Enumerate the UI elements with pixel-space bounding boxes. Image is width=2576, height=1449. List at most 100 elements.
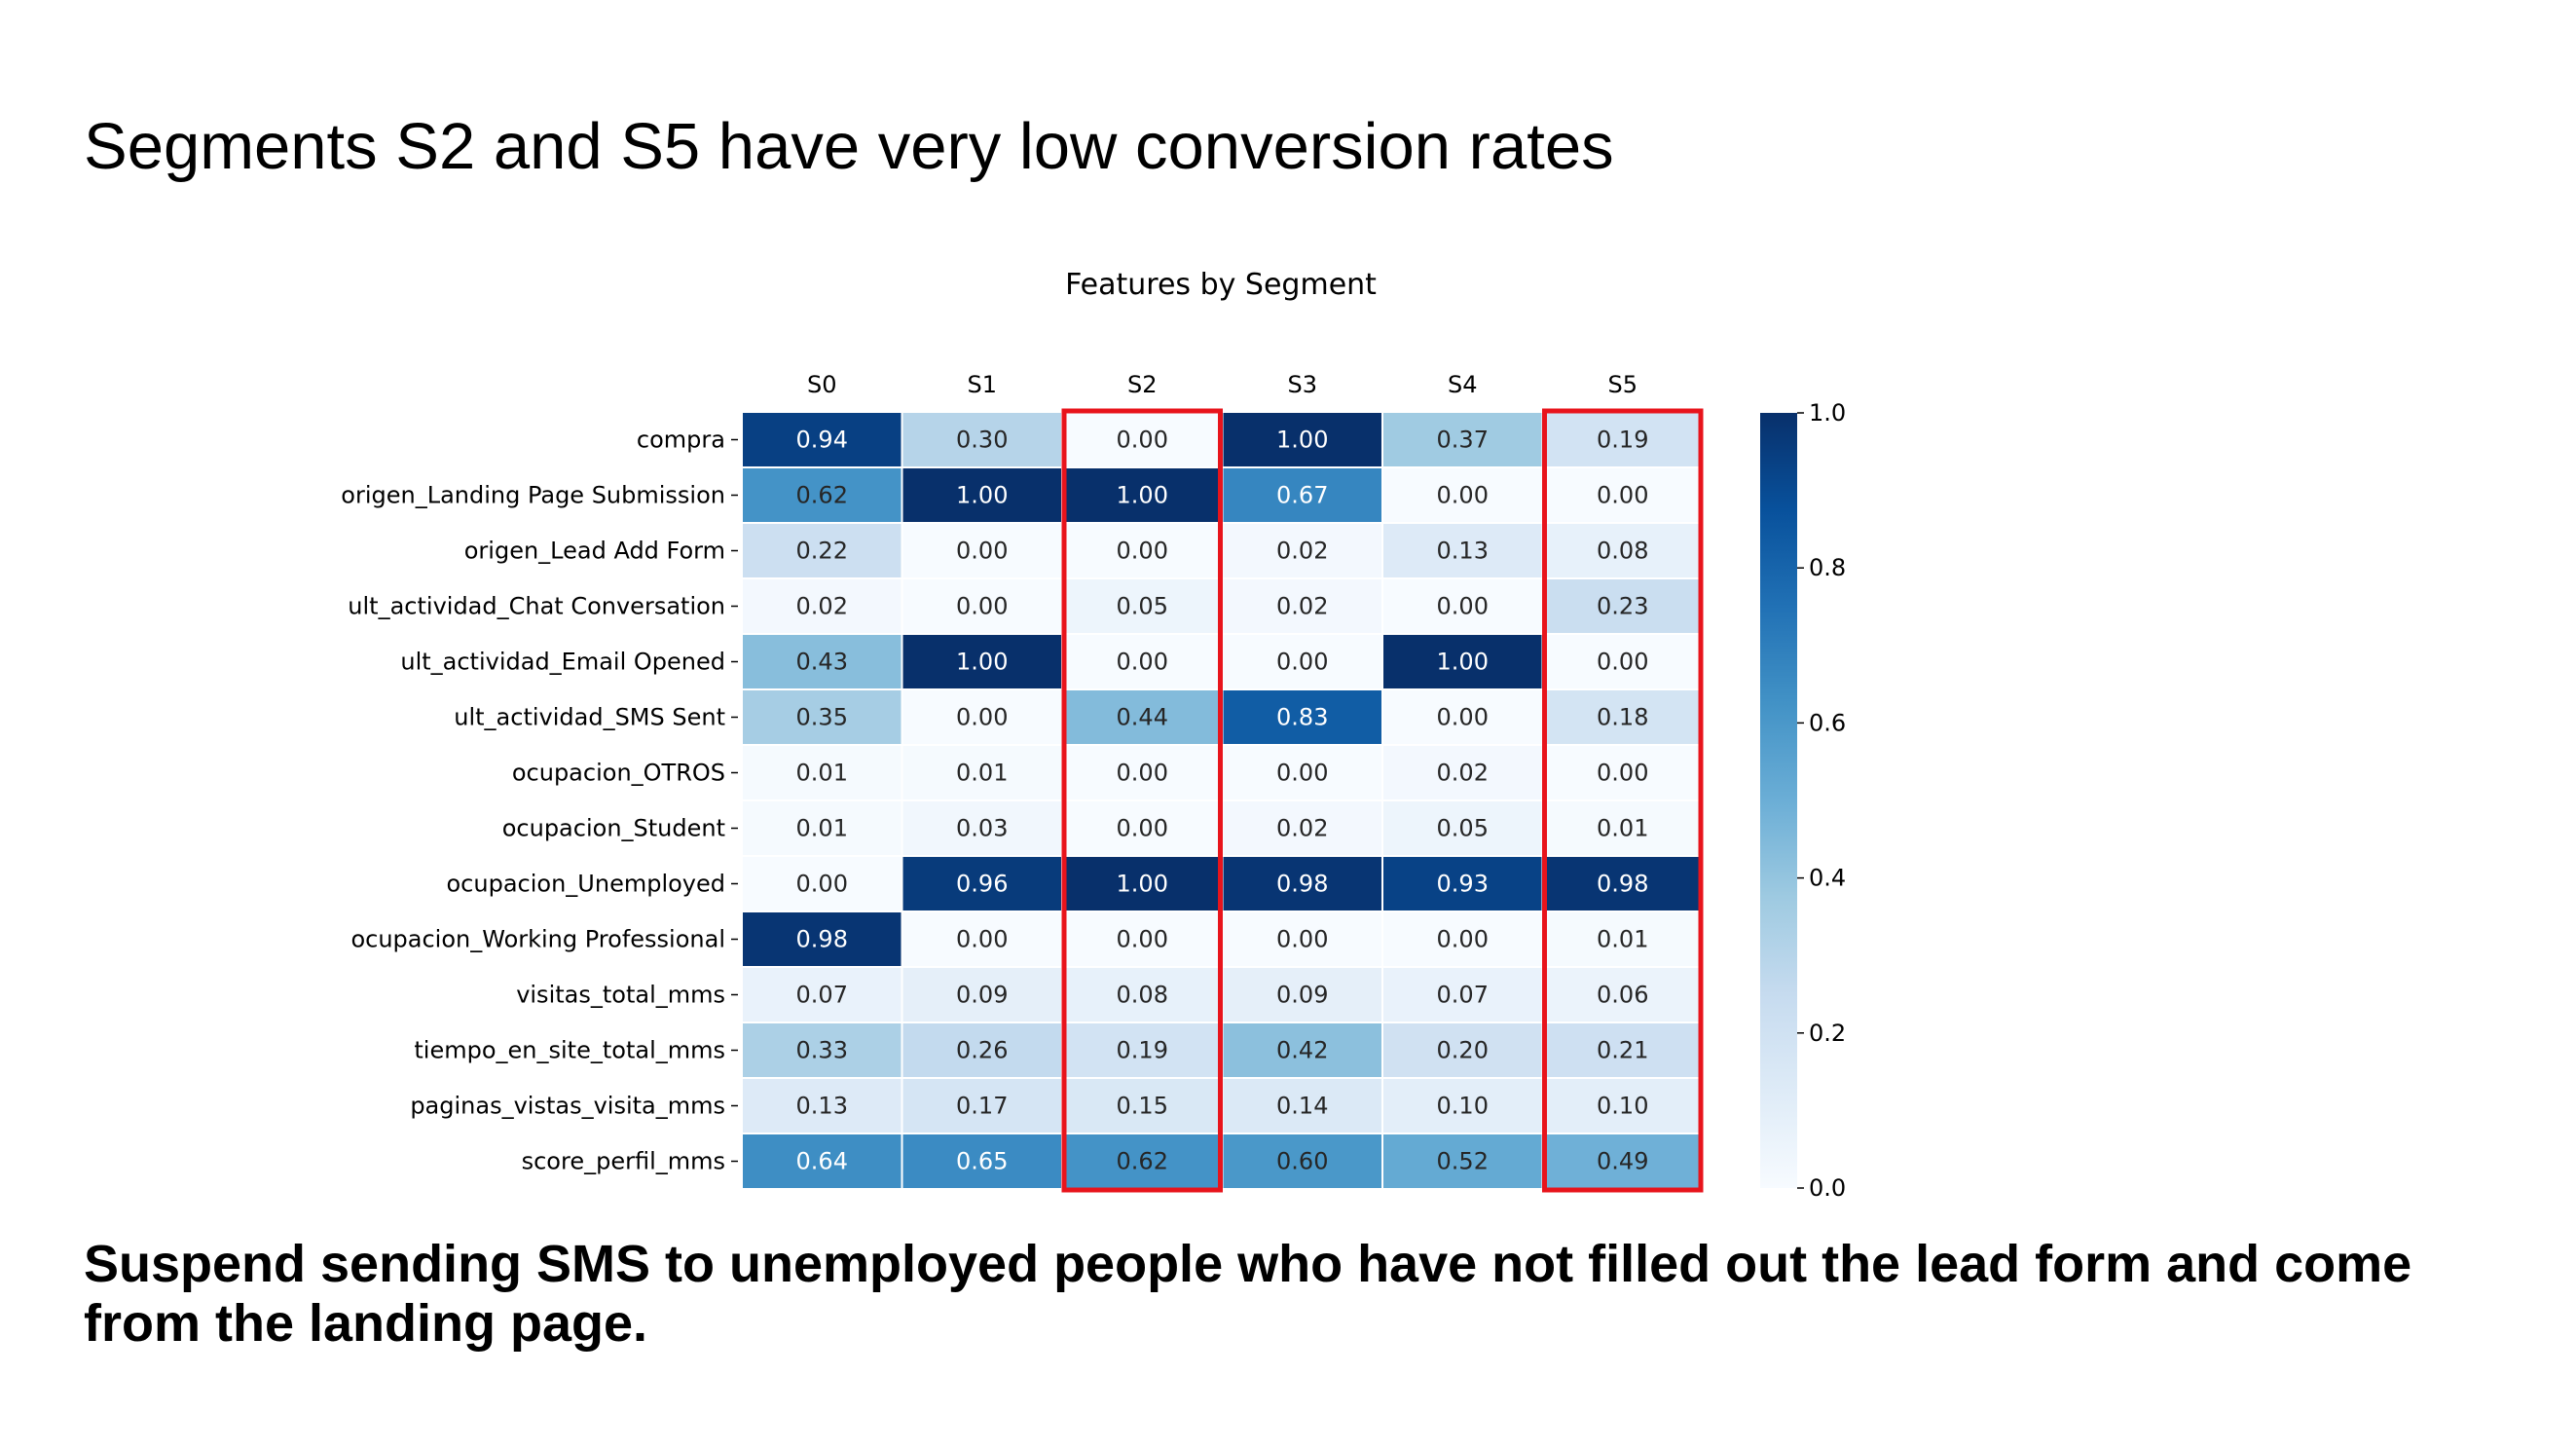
heatmap-cell [1221, 411, 1383, 468]
heatmap-cell [1221, 966, 1383, 1023]
cell-value-label: 0.00 [1437, 926, 1489, 953]
cell-value-label: 0.02 [1276, 815, 1328, 842]
cell-value-label: 0.02 [1437, 760, 1489, 787]
cell-value-label: 0.43 [796, 649, 848, 676]
row-label-origen-landing-page-submission: origen_Landing Page Submission [341, 482, 725, 509]
cell-value-label: 0.01 [1597, 926, 1648, 953]
heatmap-cell [901, 1133, 1063, 1190]
heatmap-cell [741, 411, 903, 468]
cell-value-label: 0.00 [1597, 760, 1648, 787]
colorbar-tick-label: 0.2 [1809, 1020, 1846, 1047]
heatmap-cell [1541, 466, 1704, 524]
heatmap-cell [1541, 744, 1704, 801]
heatmap-cell [1061, 744, 1224, 801]
cell-value-label: 0.00 [956, 593, 1008, 620]
cell-value-label: 0.01 [796, 760, 848, 787]
column-label-s2: S2 [1127, 371, 1158, 398]
heatmap-cell [1061, 966, 1224, 1023]
cell-value-label: 0.64 [796, 1148, 848, 1175]
heatmap-cell [1381, 744, 1544, 801]
cell-value-label: 0.23 [1597, 593, 1648, 620]
heatmap-cell [1221, 1133, 1383, 1190]
cell-value-label: 0.21 [1597, 1037, 1648, 1064]
heatmap-cell [1541, 855, 1704, 912]
cell-value-label: 0.00 [1437, 704, 1489, 731]
cell-value-label: 0.65 [956, 1148, 1008, 1175]
highlight-box-s5 [1542, 408, 1704, 1193]
cell-value-label: 0.14 [1276, 1093, 1328, 1120]
cell-value-label: 0.00 [1437, 482, 1489, 509]
cell-value-label: 0.98 [796, 926, 848, 953]
heatmap-cell [901, 1022, 1063, 1079]
column-label-s3: S3 [1287, 371, 1317, 398]
cell-value-label: 0.08 [1117, 982, 1168, 1009]
heatmap-cell [741, 799, 903, 857]
row-label-ocupacion-unemployed: ocupacion_Unemployed [447, 871, 726, 898]
row-label-ult-actividad-sms-sent: ult_actividad_SMS Sent [454, 704, 725, 731]
cell-value-label: 0.19 [1597, 427, 1648, 454]
cell-value-label: 0.18 [1597, 704, 1648, 731]
row-label-paginas-vistas-visita-mms: paginas_vistas_visita_mms [410, 1093, 725, 1120]
cell-value-label: 0.13 [796, 1093, 848, 1120]
cell-value-label: 0.35 [796, 704, 848, 731]
heatmap-cell [741, 1022, 903, 1079]
cell-value-label: 0.09 [956, 982, 1008, 1009]
cell-value-label: 1.00 [1117, 871, 1168, 898]
heatmap-cell [741, 466, 903, 524]
cell-value-label: 0.10 [1597, 1093, 1648, 1120]
cell-value-label: 1.00 [1437, 649, 1489, 676]
row-label-score-perfil-mms: score_perfil_mms [522, 1148, 725, 1175]
heatmap-cell [901, 966, 1063, 1023]
column-label-s4: S4 [1448, 371, 1478, 398]
cell-value-label: 0.02 [796, 593, 848, 620]
cell-value-label: 0.03 [956, 815, 1008, 842]
cell-value-label: 0.93 [1437, 871, 1489, 898]
row-label-ocupacion-otros: ocupacion_OTROS [512, 760, 725, 787]
heatmap-cell [1061, 1022, 1224, 1079]
heatmap-cell [1541, 633, 1704, 690]
cell-value-label: 0.98 [1276, 871, 1328, 898]
cell-value-label: 0.98 [1597, 871, 1648, 898]
heatmap-cell [901, 744, 1063, 801]
colorbar-tick-label: 0.6 [1809, 709, 1846, 736]
chart-title: Features by Segment [1065, 268, 1377, 302]
cell-value-label: 0.19 [1117, 1037, 1168, 1064]
colorbar-tick-label: 0.4 [1809, 865, 1846, 892]
cell-value-label: 0.07 [796, 982, 848, 1009]
cell-value-label: 0.62 [796, 482, 848, 509]
cell-value-label: 0.01 [1597, 815, 1648, 842]
cell-value-label: 0.00 [1117, 926, 1168, 953]
cell-value-label: 0.17 [956, 1093, 1008, 1120]
cell-value-label: 0.13 [1437, 538, 1489, 565]
cell-value-label: 0.08 [1597, 538, 1648, 565]
row-label-ocupacion-student: ocupacion_Student [502, 815, 725, 842]
cell-value-label: 0.02 [1276, 593, 1328, 620]
cell-value-label: 0.49 [1597, 1148, 1648, 1175]
cell-value-label: 0.00 [1117, 427, 1168, 454]
cell-value-label: 0.00 [956, 926, 1008, 953]
column-labels: S0 S1 S2 S3 S4 S5 [807, 371, 1638, 398]
heatmap-cell [741, 688, 903, 746]
cell-value-label: 0.15 [1117, 1093, 1168, 1120]
cell-value-label: 0.00 [1117, 815, 1168, 842]
heatmap-cell [1541, 1077, 1704, 1134]
heatmap-cell [741, 744, 903, 801]
heatmap-cell [1381, 466, 1544, 524]
colorbar: 0.0 0.2 0.4 0.6 0.8 1.0 [1760, 399, 1846, 1202]
cell-value-label: 0.00 [1276, 926, 1328, 953]
colorbar-scale [1760, 413, 1797, 1188]
colorbar-tick-label: 0.8 [1809, 554, 1846, 581]
row-label-compra: compra [637, 427, 725, 454]
heatmap-cell [1221, 688, 1383, 746]
cell-value-label: 1.00 [1117, 482, 1168, 509]
heatmap-cell [901, 522, 1063, 579]
cell-value-label: 0.05 [1437, 815, 1489, 842]
row-label-tiempo-en-site-total-mms: tiempo_en_site_total_mms [414, 1037, 725, 1064]
highlight-box-s2 [1061, 408, 1223, 1193]
cell-value-label: 0.20 [1437, 1037, 1489, 1064]
cell-value-label: 0.94 [796, 427, 848, 454]
cell-value-label: 0.22 [796, 538, 848, 565]
cell-value-label: 0.52 [1437, 1148, 1489, 1175]
column-label-s1: S1 [967, 371, 997, 398]
